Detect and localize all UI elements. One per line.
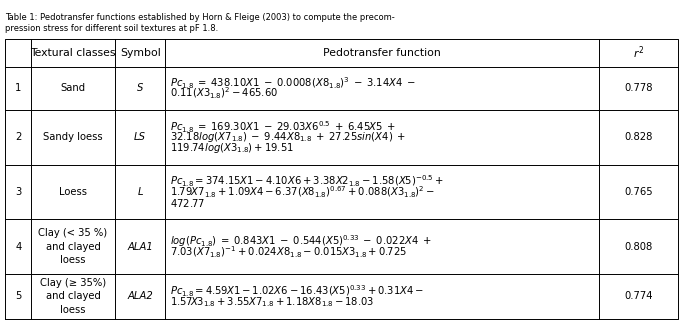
Text: 2: 2 xyxy=(15,132,21,142)
Text: 0.828: 0.828 xyxy=(624,132,652,142)
Text: $log(Pc_{1.8})\;=\;0.843X1\;-\;0.544(X5)^{0.33}\;-\;0.022X4\;+$: $log(Pc_{1.8})\;=\;0.843X1\;-\;0.544(X5)… xyxy=(169,233,432,249)
Text: 4: 4 xyxy=(15,242,21,252)
Text: Clay (< 35 %)
and clayed
loess: Clay (< 35 %) and clayed loess xyxy=(38,228,107,265)
Text: Textural classes: Textural classes xyxy=(30,48,115,58)
Text: Pedotransfer function: Pedotransfer function xyxy=(323,48,441,58)
Text: S: S xyxy=(137,83,143,93)
Text: Table 1: Pedotransfer functions established by Horn & Fleige (2003) to compute t: Table 1: Pedotransfer functions establis… xyxy=(5,13,395,33)
Text: $32.18log(X7_{1.8})\;-\;9.44X8_{1.8}\;+\;27.25sin(X4)\;+$: $32.18log(X7_{1.8})\;-\;9.44X8_{1.8}\;+\… xyxy=(169,130,406,144)
Text: $0.11(X3_{1.8})^2-465.60$: $0.11(X3_{1.8})^2-465.60$ xyxy=(169,86,277,101)
Text: Sandy loess: Sandy loess xyxy=(43,132,103,142)
Text: ALA1: ALA1 xyxy=(127,242,153,252)
Text: $Pc_{1.8}=4.59X1-1.02X6-16.43(X5)^{0.33}+0.31X4-$: $Pc_{1.8}=4.59X1-1.02X6-16.43(X5)^{0.33}… xyxy=(169,283,423,299)
Text: Loess: Loess xyxy=(59,187,87,197)
Text: Clay (≥ 35%)
and clayed
loess: Clay (≥ 35%) and clayed loess xyxy=(40,278,106,315)
Text: Sand: Sand xyxy=(60,83,85,93)
Text: $Pc_{1.8}\;=\;438.10X1\;-\;0.0008(X8_{1.8})^3\;-\;3.14X4\;-$: $Pc_{1.8}\;=\;438.10X1\;-\;0.0008(X8_{1.… xyxy=(169,75,415,91)
Text: 3: 3 xyxy=(15,187,21,197)
Text: $1.57X3_{1.8}+3.55X7_{1.8}+1.18X8_{1.8}-18.03$: $1.57X3_{1.8}+3.55X7_{1.8}+1.18X8_{1.8}-… xyxy=(169,295,374,308)
Text: $Pc_{1.8}=374.15X1-4.10X6+3.38X2_{1.8}-1.58(X5)^{-0.5}+$: $Pc_{1.8}=374.15X1-4.10X6+3.38X2_{1.8}-1… xyxy=(169,174,443,189)
Text: 1: 1 xyxy=(15,83,21,93)
Text: $7.03(X7_{1.8})^{-1}+0.024X8_{1.8}-0.015X3_{1.8}+0.725$: $7.03(X7_{1.8})^{-1}+0.024X8_{1.8}-0.015… xyxy=(169,244,406,260)
Text: $472.77$: $472.77$ xyxy=(169,197,205,209)
Text: ALA2: ALA2 xyxy=(127,291,153,301)
Text: $1.79X7_{1.8}+1.09X4-6.37(X8_{1.8})^{0.67}+0.088(X3_{1.8})^2-$: $1.79X7_{1.8}+1.09X4-6.37(X8_{1.8})^{0.6… xyxy=(169,184,434,200)
Text: Symbol: Symbol xyxy=(120,48,161,58)
Text: 0.808: 0.808 xyxy=(624,242,652,252)
Text: $r^2$: $r^2$ xyxy=(632,44,644,61)
Text: $Pc_{1.8}\;=\;169.30X1\;-\;29.03X6^{0.5}\;+\;6.45X5\;+$: $Pc_{1.8}\;=\;169.30X1\;-\;29.03X6^{0.5}… xyxy=(169,119,395,135)
Text: 0.765: 0.765 xyxy=(624,187,652,197)
Text: 5: 5 xyxy=(15,291,21,301)
Text: 0.778: 0.778 xyxy=(624,83,652,93)
Text: $119.74log(X3_{1.8})+19.51$: $119.74log(X3_{1.8})+19.51$ xyxy=(169,141,294,155)
Text: 0.774: 0.774 xyxy=(624,291,652,301)
Text: LS: LS xyxy=(135,132,146,142)
Text: L: L xyxy=(137,187,143,197)
